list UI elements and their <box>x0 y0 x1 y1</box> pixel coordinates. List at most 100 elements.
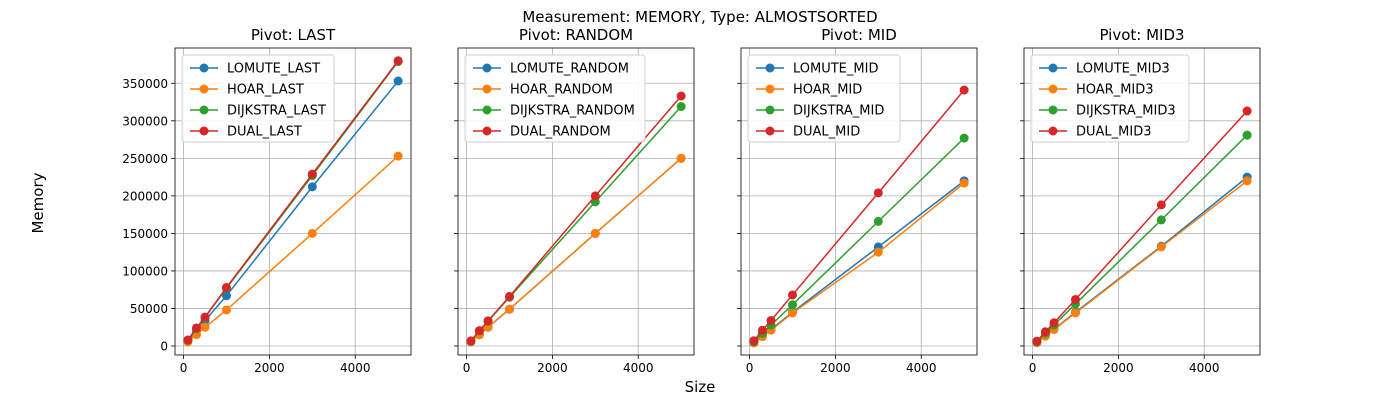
chart-title: Pivot: LAST <box>251 26 336 44</box>
legend-box <box>181 54 335 143</box>
x-tick-label: 2000 <box>254 361 285 375</box>
legend-label-dijkstra_last: DIJKSTRA_LAST <box>227 104 326 119</box>
legend: LOMUTE_LAST HOAR_LAST DIJKSTRA_LAST DUAL_LA… <box>181 54 335 143</box>
legend-marker-dual_last <box>199 126 209 136</box>
data-point-lomute_last <box>393 76 403 86</box>
legend-label-dual_last: DUAL_LAST <box>227 125 302 140</box>
legend-marker-dijkstra_last <box>199 105 209 115</box>
data-point-dual_mid <box>787 290 797 300</box>
data-point-dual_mid <box>959 85 969 95</box>
data-point-dual_mid3 <box>1242 106 1252 116</box>
legend: LOMUTE_RANDOM HOAR_RANDOM DIJKSTRA_RANDOM D… <box>464 54 646 143</box>
legend-marker-dijkstra_random <box>482 105 492 115</box>
data-point-dual_mid <box>757 325 767 335</box>
x-tick-label: 2000 <box>1103 361 1134 375</box>
legend-marker-dual_mid3 <box>1048 126 1058 136</box>
panels: 0 2000 40000500001000001500002000002500003… <box>122 26 1261 375</box>
legend-label-lomute_random: LOMUTE_RANDOM <box>510 62 629 77</box>
data-point-dual_mid3 <box>1156 200 1166 210</box>
legend-label-dual_mid3: DUAL_MID3 <box>1076 125 1152 140</box>
plot-frame <box>740 47 978 356</box>
data-point-dual_last <box>183 335 193 345</box>
data-point-dual_random <box>483 316 493 326</box>
data-point-dual_mid3 <box>1032 336 1042 346</box>
chart-title: Pivot: MID3 <box>1099 26 1184 44</box>
plot-frame <box>1023 47 1261 356</box>
chart-panel-2: 0 2000 4000 Pivot: RANDOM LOMUTE_RANDOM HOAR_… <box>454 26 695 375</box>
y-tick-label: 350000 <box>122 77 168 91</box>
legend-marker-hoar_mid3 <box>1048 84 1058 94</box>
y-tick-label: 200000 <box>122 189 168 203</box>
data-point-hoar_mid3 <box>1070 308 1080 318</box>
chart-panel-4: 0 2000 4000 Pivot: MID3 LOMUTE_MID3 HOAR_MID3… <box>1020 26 1261 375</box>
legend-marker-lomute_random <box>482 63 492 73</box>
data-point-hoar_last <box>200 322 210 332</box>
data-point-dijkstra_mid3 <box>1156 215 1166 225</box>
data-point-dual_mid <box>749 336 759 346</box>
x-tick-label: 2000 <box>820 361 851 375</box>
legend: LOMUTE_MID HOAR_MID DIJKSTRA_MID DUAL_MID <box>747 54 901 143</box>
data-point-dijkstra_mid <box>959 133 969 143</box>
legend-label-hoar_mid3: HOAR_MID3 <box>1076 83 1154 98</box>
data-point-dijkstra_mid <box>787 300 797 310</box>
data-point-dual_last <box>307 169 317 179</box>
legend-marker-hoar_mid <box>765 84 775 94</box>
data-point-hoar_random <box>504 304 514 314</box>
data-point-dual_random <box>676 91 686 101</box>
data-point-dual_last <box>221 282 231 292</box>
x-tick-label: 0 <box>180 361 188 375</box>
y-tick-label: 50000 <box>130 302 168 316</box>
data-point-dual_random <box>590 191 600 201</box>
legend-label-dijkstra_random: DIJKSTRA_RANDOM <box>510 104 635 119</box>
legend-box <box>464 54 646 143</box>
figure-xlabel: Size <box>685 378 716 396</box>
legend-label-lomute_last: LOMUTE_LAST <box>227 62 320 77</box>
legend-marker-hoar_random <box>482 84 492 94</box>
data-point-dual_mid3 <box>1070 294 1080 304</box>
legend-label-hoar_last: HOAR_LAST <box>227 83 304 98</box>
data-point-hoar_mid <box>959 178 969 188</box>
legend-label-hoar_random: HOAR_RANDOM <box>510 83 613 98</box>
data-point-hoar_last <box>393 151 403 161</box>
legend-label-dijkstra_mid3: DIJKSTRA_MID3 <box>1076 104 1176 119</box>
data-point-dual_random <box>466 336 476 346</box>
x-tick-label: 0 <box>463 361 471 375</box>
data-point-dual_mid3 <box>1049 318 1059 328</box>
chart-panel-1: 0 2000 4000 0 50000 100000 150000 200000 250000 3… <box>122 26 412 375</box>
plot-frame <box>457 47 695 356</box>
data-point-dual_last <box>191 323 201 333</box>
y-tick-label: 100000 <box>122 264 168 278</box>
chart-title: Pivot: MID <box>821 26 897 44</box>
data-point-hoar_mid <box>873 247 883 257</box>
figure-suptitle: Measurement: MEMORY, Type: ALMOSTSORTED <box>522 8 877 26</box>
data-point-dijkstra_random <box>676 102 686 112</box>
legend-box <box>1030 54 1190 143</box>
figure-ylabel: Memory <box>29 172 47 233</box>
data-point-lomute_last <box>307 182 317 192</box>
x-tick-label: 0 <box>1029 361 1037 375</box>
y-tick-label: 300000 <box>122 114 168 128</box>
legend-marker-dijkstra_mid <box>765 105 775 115</box>
legend-marker-hoar_last <box>199 84 209 94</box>
chart-panel-3: 0 2000 4000 Pivot: MID LOMUTE_MID HOAR_MID DIJ… <box>737 26 978 375</box>
legend-label-lomute_mid3: LOMUTE_MID3 <box>1076 62 1170 77</box>
data-point-hoar_mid3 <box>1156 242 1166 252</box>
data-point-hoar_last <box>307 228 317 238</box>
legend: LOMUTE_MID3 HOAR_MID3 DIJKSTRA_MID3 DUAL_MI… <box>1030 54 1190 143</box>
data-point-dijkstra_mid3 <box>1242 130 1252 140</box>
legend-label-lomute_mid: LOMUTE_MID <box>793 62 878 77</box>
data-point-hoar_mid <box>787 308 797 318</box>
y-tick-label: 0 <box>160 339 168 353</box>
data-point-dual_random <box>474 326 484 336</box>
legend-box <box>747 54 901 143</box>
data-point-dual_mid <box>873 188 883 198</box>
data-point-dual_mid3 <box>1040 327 1050 337</box>
data-point-hoar_mid3 <box>1242 176 1252 186</box>
legend-marker-lomute_mid <box>765 63 775 73</box>
y-tick-label: 250000 <box>122 152 168 166</box>
x-tick-label: 4000 <box>906 361 937 375</box>
data-point-hoar_random <box>590 228 600 238</box>
x-tick-label: 4000 <box>340 361 371 375</box>
x-tick-label: 4000 <box>1189 361 1220 375</box>
